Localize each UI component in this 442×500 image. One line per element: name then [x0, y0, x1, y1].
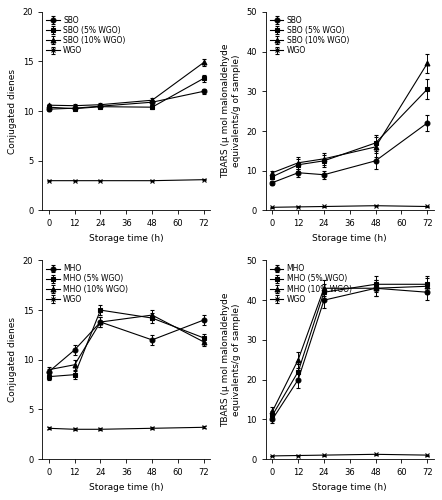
- Legend: MHO, MHO (5% WGO), MHO (10% WGO), WGO: MHO, MHO (5% WGO), MHO (10% WGO), WGO: [268, 262, 353, 305]
- Y-axis label: TBARS (μ mol malonaldehyde
equivalents/g of sample): TBARS (μ mol malonaldehyde equivalents/g…: [221, 292, 241, 427]
- Legend: MHO, MHO (5% WGO), MHO (10% WGO), WGO: MHO, MHO (5% WGO), MHO (10% WGO), WGO: [45, 262, 130, 305]
- Legend: SBO, SBO (5% WGO), SBO (10% WGO), WGO: SBO, SBO (5% WGO), SBO (10% WGO), WGO: [45, 14, 127, 56]
- X-axis label: Storage time (h): Storage time (h): [89, 482, 164, 492]
- Legend: SBO, SBO (5% WGO), SBO (10% WGO), WGO: SBO, SBO (5% WGO), SBO (10% WGO), WGO: [268, 14, 351, 56]
- X-axis label: Storage time (h): Storage time (h): [312, 234, 387, 243]
- X-axis label: Storage time (h): Storage time (h): [312, 482, 387, 492]
- Y-axis label: TBARS (μ mol malonaldehyde
equivalents/g of sample): TBARS (μ mol malonaldehyde equivalents/g…: [221, 44, 241, 178]
- Y-axis label: Conjugated dienes: Conjugated dienes: [8, 318, 17, 402]
- X-axis label: Storage time (h): Storage time (h): [89, 234, 164, 243]
- Y-axis label: Conjugated dienes: Conjugated dienes: [8, 68, 17, 154]
